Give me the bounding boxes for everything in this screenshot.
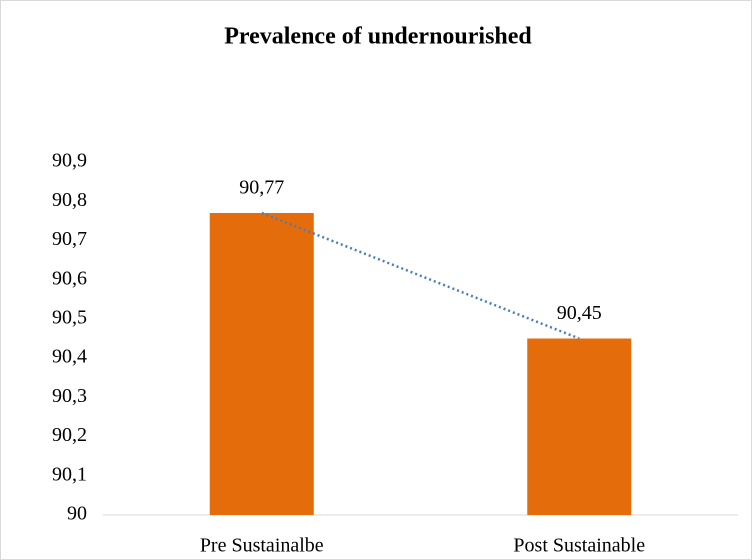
y-tick-label: 90,1 <box>52 463 87 485</box>
y-tick-label: 90 <box>67 503 87 525</box>
y-tick-label: 90,2 <box>52 424 87 446</box>
y-tick-label: 90,5 <box>52 306 87 328</box>
y-tick-label: 90,9 <box>52 150 87 172</box>
x-tick-label: Post Sustainable <box>513 535 645 557</box>
value-label: 90,45 <box>557 302 602 324</box>
y-tick-label: 90,3 <box>52 385 87 407</box>
trendline <box>261 211 580 340</box>
value-label: 90,77 <box>239 177 284 199</box>
y-tick-label: 90,4 <box>52 346 87 368</box>
y-tick-label: 90,8 <box>52 189 87 211</box>
bar <box>209 212 314 515</box>
x-tick-label: Pre Sustainalbe <box>200 535 324 557</box>
y-tick-label: 90,7 <box>52 228 87 250</box>
chart-title: Prevalence of undernourished <box>224 24 532 50</box>
y-tick-label: 90,6 <box>52 267 87 289</box>
bar <box>527 338 632 515</box>
